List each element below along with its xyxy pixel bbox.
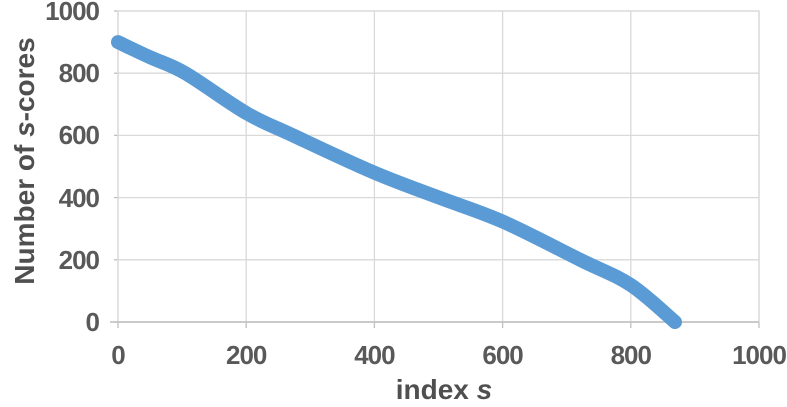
- x-tick-label: 1000: [732, 340, 787, 370]
- plot-border: [117, 10, 760, 323]
- x-axis-title-italic-s: s: [476, 374, 493, 405]
- data-series-line: [111, 35, 682, 329]
- y-tick-label: 600: [58, 120, 100, 151]
- x-tick-label: 600: [482, 340, 523, 370]
- y-tick-label: 200: [58, 244, 100, 275]
- x-axis-title: index s: [396, 375, 493, 405]
- x-tick-label: 200: [225, 340, 267, 370]
- y-tick-label: 400: [58, 182, 100, 213]
- y-tick-label: 0: [85, 307, 100, 337]
- y-tick-label: 800: [58, 58, 100, 89]
- x-tick-label: 0: [111, 340, 125, 370]
- x-tick-label: 400: [354, 340, 395, 370]
- x-axis-title-text: index: [395, 374, 477, 405]
- y-tick-label: 1000: [45, 0, 100, 26]
- x-tick-label: 800: [610, 340, 652, 370]
